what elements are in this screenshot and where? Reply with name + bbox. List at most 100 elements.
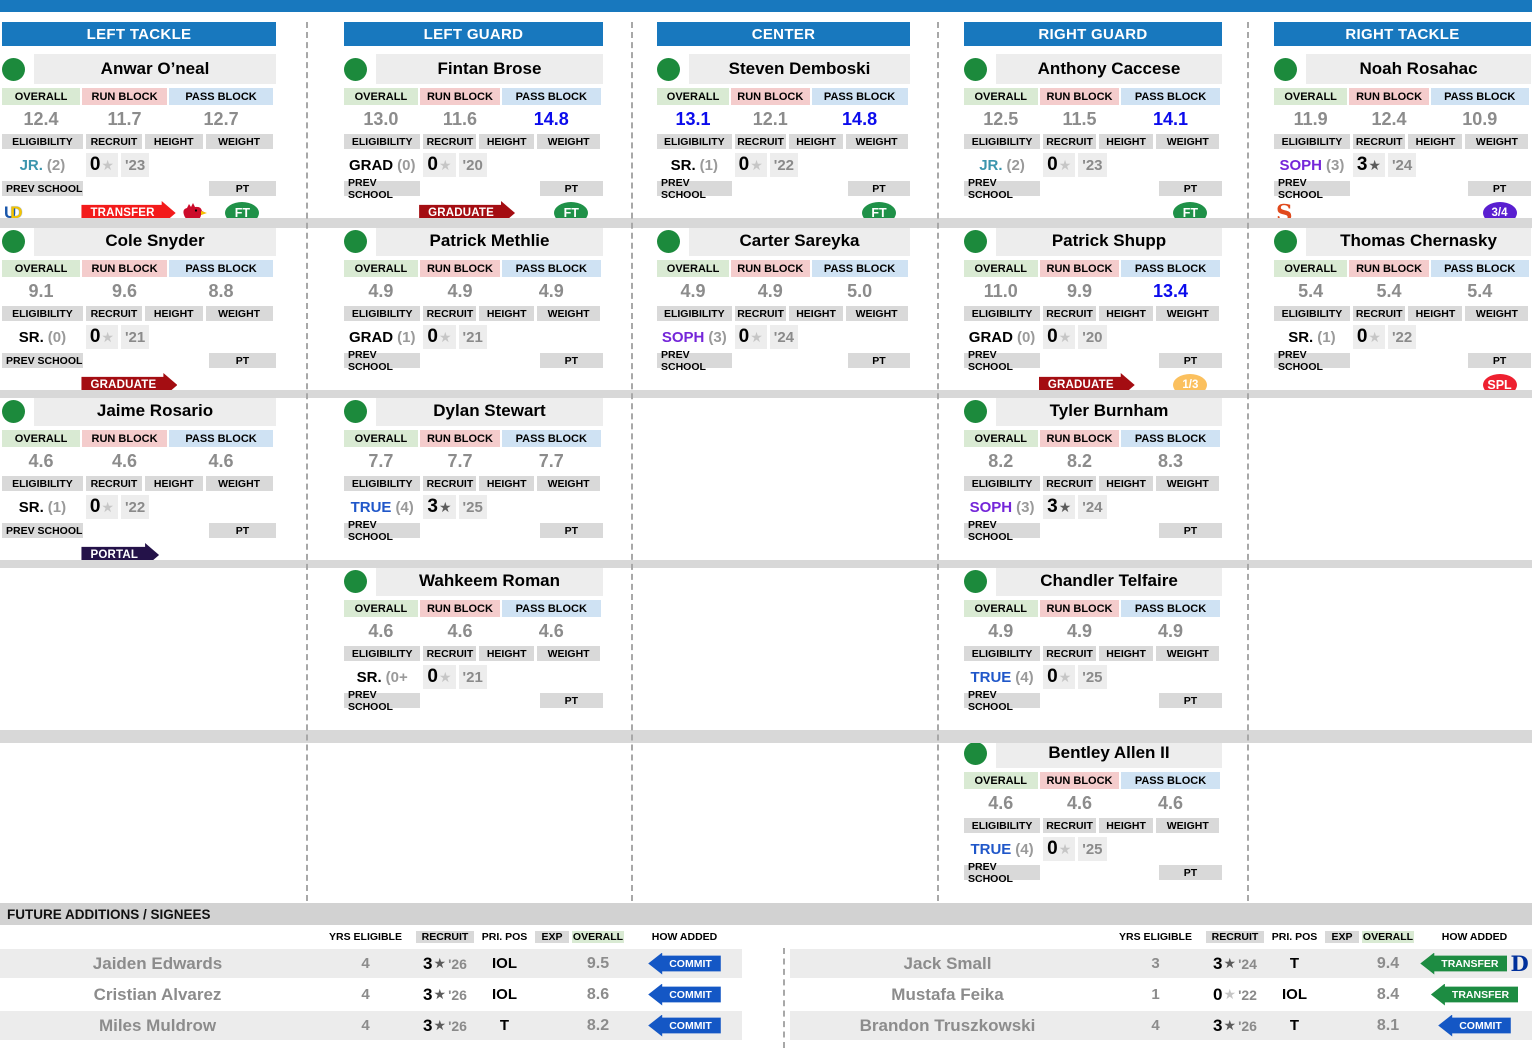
player-name[interactable]: Carter Sareyka [689, 226, 910, 256]
recruit-value: 0 ★ '23 [85, 153, 150, 177]
recruit-value: 0 ★ '24 [734, 325, 799, 349]
recruit-year: '26 [448, 986, 467, 1003]
prev-school-header: PREV SCHOOL [2, 353, 83, 368]
player-name[interactable]: Patrick Methlie [376, 226, 603, 256]
row-separator [0, 390, 1532, 398]
player-name[interactable]: Patrick Shupp [996, 226, 1222, 256]
player-name[interactable]: Anwar O’neal [34, 54, 276, 84]
future-header-row: YRS ELIGIBLE RECRUIT PRI. POS EXP OVERALL HOW… [790, 929, 1532, 945]
recruit-star-box: 0 ★ [423, 665, 456, 689]
recruit-star-box: 0 ★ [1352, 325, 1385, 349]
future-player-name[interactable]: Miles Muldrow [98, 1015, 217, 1035]
player-name[interactable]: Steven Demboski [689, 54, 910, 84]
player-name[interactable]: Tyler Burnham [996, 396, 1222, 426]
player-name[interactable]: Anthony Caccese [996, 54, 1222, 84]
recruit-star-count: 3 [1356, 154, 1368, 175]
recruit-year: '26 [448, 955, 467, 972]
future-player-name[interactable]: Jaiden Edwards [92, 953, 223, 973]
stat-value-overall: 13.0 [363, 109, 399, 129]
run-block-header: RUN BLOCK [731, 260, 810, 277]
attr-values: TRUE (4) 0 ★ '25 [964, 664, 1222, 690]
stat-value-overall: 9.1 [28, 281, 54, 301]
prev-school-header: PREV SCHOOL [657, 349, 732, 373]
recruit-star-box: 0 ★ [734, 325, 767, 349]
weight-header: WEIGHT [1156, 476, 1220, 491]
recruit-year: '22 [1238, 986, 1257, 1003]
status-dot-icon [1274, 57, 1297, 81]
recruit-star-count: 0 [427, 326, 438, 347]
attr-headers: ELIGIBILITY RECRUIT HEIGHT WEIGHT [964, 134, 1222, 149]
recruit-star-count: 3 [423, 1015, 433, 1035]
height-header: HEIGHT [789, 134, 843, 149]
overall-header: OVERALL [344, 430, 418, 447]
prev-school-header: PREV SCHOOL [1274, 177, 1350, 201]
how-added-badge[interactable]: COMMIT [1438, 1014, 1511, 1037]
attr-headers: ELIGIBILITY RECRUIT HEIGHT WEIGHT [2, 476, 276, 491]
recruit-header: RECRUIT [734, 306, 787, 321]
eligibility-value: JR. (2) [964, 157, 1040, 174]
run-block-header: RUN BLOCK [419, 600, 501, 617]
eligibility-years-left: (4) [1015, 840, 1034, 858]
recruit-value: 0 ★ '23 [1043, 153, 1107, 177]
recruit-star-count: 0 [1213, 984, 1223, 1004]
player-card: Anthony Caccese OVERALL RUN BLOCK PASS BLOC… [964, 54, 1222, 226]
prev-school-header: PREV SCHOOL [2, 181, 83, 196]
eligibility-header: ELIGIBILITY [344, 306, 421, 321]
height-header: HEIGHT [479, 306, 534, 321]
stat-value-run: 11.5 [1062, 109, 1097, 129]
player-name[interactable]: Thomas Chernasky [1306, 226, 1531, 256]
player-name[interactable]: Bentley Allen II [996, 738, 1222, 768]
eligibility-years-left: (0) [397, 156, 416, 174]
player-name[interactable]: Cole Snyder [34, 226, 276, 256]
eligibility-header: ELIGIBILITY [964, 476, 1041, 491]
status-dot-icon [964, 569, 987, 593]
future-header-exp: EXP [535, 931, 569, 943]
how-added-badge[interactable]: TRANSFER [1430, 983, 1519, 1006]
attr-headers: ELIGIBILITY RECRUIT HEIGHT WEIGHT [964, 646, 1222, 661]
recruit-header: RECRUIT [85, 134, 142, 149]
recruit-year: '22 [120, 495, 150, 519]
position-column-right-tackle: RIGHT TACKLE Noah Rosahac OVERALL RUN BLOCK… [1274, 0, 1531, 910]
player-name[interactable]: Jaime Rosario [34, 396, 276, 426]
stat-value-pass: 5.0 [847, 281, 873, 301]
position-header: CENTER [657, 22, 910, 46]
how-added-badge[interactable]: COMMIT [648, 1014, 721, 1037]
attr-values: GRAD (1) 0 ★ '21 [344, 324, 603, 350]
player-name-row: Fintan Brose [344, 54, 603, 84]
eligibility-value: SOPH (3) [657, 329, 732, 346]
recruit-header: RECRUIT [1043, 306, 1096, 321]
player-name[interactable]: Fintan Brose [376, 54, 603, 84]
future-how-added: COMMIT [627, 983, 742, 1006]
recruit-year: '21 [458, 325, 487, 349]
future-player-name[interactable]: Jack Small [903, 953, 992, 973]
overall-header: OVERALL [1274, 88, 1348, 105]
prev-school-header: PREV SCHOOL [964, 519, 1041, 543]
future-player-name[interactable]: Cristian Alvarez [93, 984, 222, 1004]
status-dot-icon [344, 57, 367, 81]
stat-headers: OVERALL RUN BLOCK PASS BLOCK [344, 430, 603, 447]
eligibility-header: ELIGIBILITY [964, 306, 1041, 321]
player-name[interactable]: Wahkeem Roman [376, 566, 603, 596]
player-name[interactable]: Dylan Stewart [376, 396, 603, 426]
future-row: Jack Small 3 3 ★ '24 T 9.4 TRANSFER D [790, 949, 1532, 978]
recruit-star-count: 3 [427, 496, 438, 517]
weight-header: WEIGHT [1156, 646, 1220, 661]
recruit-value: 0 ★ '21 [423, 665, 487, 689]
height-header: HEIGHT [479, 134, 534, 149]
pass-block-header: PASS BLOCK [1121, 430, 1220, 447]
how-added-badge[interactable]: COMMIT [648, 952, 721, 975]
player-name[interactable]: Noah Rosahac [1306, 54, 1531, 84]
how-added-badge[interactable]: COMMIT [648, 983, 721, 1006]
attr-values: JR. (2) 0 ★ '23 [964, 152, 1222, 178]
prev-pt-headers: PREV SCHOOL PT [1274, 177, 1531, 201]
player-name[interactable]: Chandler Telfaire [996, 566, 1222, 596]
recruit-star-count: 0 [738, 154, 750, 175]
future-player-name[interactable]: Brandon Truszkowski [859, 1015, 1036, 1035]
pass-block-header: PASS BLOCK [502, 600, 601, 617]
overall-header: OVERALL [2, 88, 81, 105]
how-added-badge[interactable]: TRANSFER [1420, 952, 1508, 975]
future-player-name[interactable]: Mustafa Feika [891, 984, 1004, 1004]
stat-values: 12.4 11.7 12.7 [2, 107, 276, 132]
star-icon: ★ [433, 955, 447, 971]
